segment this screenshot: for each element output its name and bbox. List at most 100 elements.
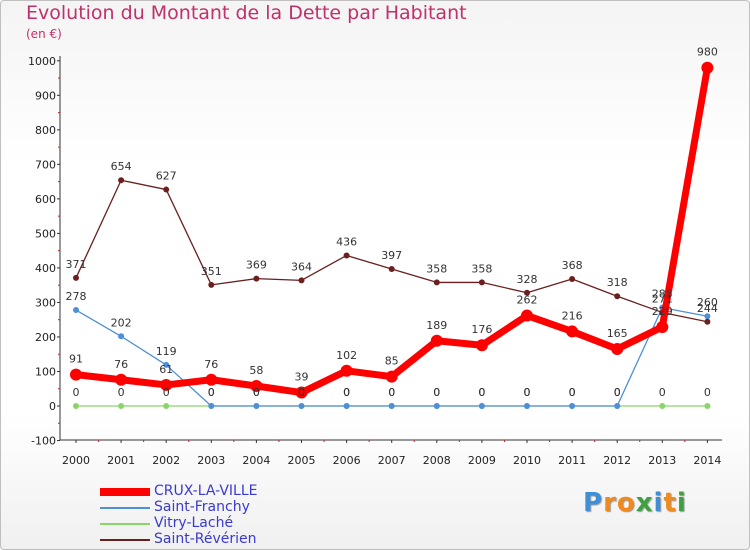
legend-swatch bbox=[100, 539, 150, 541]
chart-title: Evolution du Montant de la Dette par Hab… bbox=[26, 2, 467, 24]
x-tick-label: 2005 bbox=[288, 454, 316, 467]
data-label-crux-la-ville: 76 bbox=[204, 358, 218, 371]
data-label-vitry-lach-: 0 bbox=[163, 386, 170, 399]
data-label-crux-la-ville: 76 bbox=[114, 358, 128, 371]
data-label-vitry-lach-: 0 bbox=[704, 386, 711, 399]
data-label-crux-la-ville: 216 bbox=[562, 309, 583, 322]
data-point-crux-la-ville bbox=[70, 368, 82, 381]
legend-item: Vitry-Laché bbox=[100, 515, 350, 532]
data-label-crux-la-ville: 58 bbox=[249, 364, 263, 377]
data-label-saint-r-v-rien: 397 bbox=[381, 249, 402, 262]
legend-label: CRUX-LA-VILLE bbox=[154, 483, 258, 499]
data-point-crux-la-ville bbox=[160, 378, 173, 391]
data-label-saint-franchy: 0 bbox=[253, 386, 260, 399]
data-label-crux-la-ville: 61 bbox=[159, 363, 173, 376]
data-point-saint-r-v-rien bbox=[163, 186, 170, 193]
data-label-saint-r-v-rien: 364 bbox=[291, 260, 312, 273]
y-tick-label: 400 bbox=[35, 262, 56, 275]
data-label-saint-franchy: 260 bbox=[697, 296, 718, 309]
data-label-vitry-lach-: 0 bbox=[659, 386, 666, 399]
data-point-crux-la-ville bbox=[611, 343, 624, 356]
data-point-saint-r-v-rien bbox=[614, 293, 621, 300]
data-point-crux-la-ville bbox=[566, 325, 579, 338]
x-tick-label: 2006 bbox=[333, 454, 361, 467]
data-label-saint-r-v-rien: 244 bbox=[697, 302, 718, 315]
legend-swatch bbox=[100, 488, 150, 496]
data-label-crux-la-ville: 189 bbox=[426, 319, 447, 332]
data-label-saint-franchy: 0 bbox=[524, 386, 531, 399]
x-tick-label: 2003 bbox=[197, 454, 225, 467]
y-tick-label: 700 bbox=[35, 158, 56, 171]
data-point-saint-franchy bbox=[73, 307, 79, 314]
data-label-vitry-lach-: 0 bbox=[298, 386, 305, 399]
data-point-saint-franchy bbox=[524, 403, 530, 409]
logo-letter: i bbox=[676, 488, 687, 518]
x-tick-label: 2002 bbox=[152, 454, 180, 467]
data-point-saint-franchy bbox=[614, 403, 621, 409]
logo-letter: P bbox=[583, 488, 604, 518]
data-label-crux-la-ville: 980 bbox=[697, 46, 718, 59]
data-point-saint-r-v-rien bbox=[253, 275, 260, 282]
series-line-crux-la-ville bbox=[72, 64, 711, 397]
x-tick-label: 2012 bbox=[603, 454, 631, 467]
data-label-crux-la-ville: 39 bbox=[295, 371, 309, 384]
data-point-saint-r-v-rien bbox=[343, 252, 350, 259]
y-tick-label: 1000 bbox=[28, 55, 56, 68]
data-label-saint-franchy: 0 bbox=[569, 386, 576, 399]
data-point-crux-la-ville bbox=[475, 339, 488, 352]
data-point-crux-la-ville bbox=[701, 61, 714, 74]
data-label-saint-r-v-rien: 318 bbox=[607, 276, 628, 289]
data-label-saint-r-v-rien: 627 bbox=[156, 170, 177, 183]
data-point-saint-franchy bbox=[298, 403, 305, 409]
data-label-vitry-lach-: 0 bbox=[208, 386, 215, 399]
data-point-saint-franchy bbox=[163, 361, 170, 368]
x-tick-label: 2010 bbox=[513, 454, 541, 467]
data-label-crux-la-ville: 165 bbox=[607, 327, 628, 340]
data-label-saint-r-v-rien: 358 bbox=[426, 262, 447, 275]
y-tick-label: 0 bbox=[49, 400, 56, 413]
data-point-saint-franchy bbox=[253, 403, 260, 409]
data-point-saint-r-v-rien bbox=[524, 289, 530, 296]
data-point-saint-r-v-rien bbox=[118, 177, 125, 184]
data-label-crux-la-ville: 91 bbox=[69, 353, 83, 366]
data-point-saint-r-v-rien bbox=[704, 318, 711, 325]
data-label-vitry-lach-: 0 bbox=[433, 386, 440, 399]
chart-unit: (en €) bbox=[26, 27, 62, 41]
data-point-saint-franchy bbox=[208, 403, 215, 409]
legend-label: Vitry-Laché bbox=[154, 515, 234, 531]
data-label-saint-franchy: 0 bbox=[614, 386, 621, 399]
proxiti-logo: Proxiti bbox=[583, 488, 687, 518]
data-point-crux-la-ville bbox=[340, 364, 353, 377]
data-point-crux-la-ville bbox=[295, 386, 308, 399]
data-label-saint-franchy: 202 bbox=[111, 316, 132, 329]
x-tick-label: 2011 bbox=[558, 454, 586, 467]
legend-swatch bbox=[100, 523, 150, 525]
data-label-vitry-lach-: 0 bbox=[118, 386, 125, 399]
data-label-saint-franchy: 0 bbox=[298, 386, 305, 399]
data-point-saint-r-v-rien bbox=[433, 279, 440, 286]
x-tick-label: 2004 bbox=[242, 454, 270, 467]
logo-letter: i bbox=[653, 488, 664, 518]
data-point-saint-r-v-rien bbox=[298, 277, 305, 284]
data-label-vitry-lach-: 0 bbox=[253, 386, 260, 399]
data-label-saint-r-v-rien: 369 bbox=[246, 259, 267, 272]
data-label-vitry-lach-: 0 bbox=[73, 386, 80, 399]
data-point-saint-franchy bbox=[704, 313, 711, 320]
y-tick-label: 300 bbox=[35, 296, 56, 309]
data-label-saint-r-v-rien: 328 bbox=[517, 273, 538, 286]
legend-item: Saint-Révérien bbox=[100, 531, 350, 548]
data-label-saint-franchy: 0 bbox=[388, 386, 395, 399]
data-label-saint-franchy: 0 bbox=[208, 386, 215, 399]
y-tick-label: 800 bbox=[35, 124, 56, 137]
x-tick-label: 2001 bbox=[107, 454, 135, 467]
data-point-crux-la-ville bbox=[250, 379, 263, 392]
data-point-saint-franchy bbox=[118, 333, 125, 340]
data-point-vitry-lach- bbox=[73, 403, 79, 409]
x-tick-label: 2008 bbox=[423, 454, 451, 467]
data-label-saint-franchy: 285 bbox=[652, 288, 673, 301]
data-point-saint-franchy bbox=[478, 403, 485, 409]
data-label-vitry-lach-: 0 bbox=[388, 386, 395, 399]
logo-letter: t bbox=[663, 488, 677, 518]
